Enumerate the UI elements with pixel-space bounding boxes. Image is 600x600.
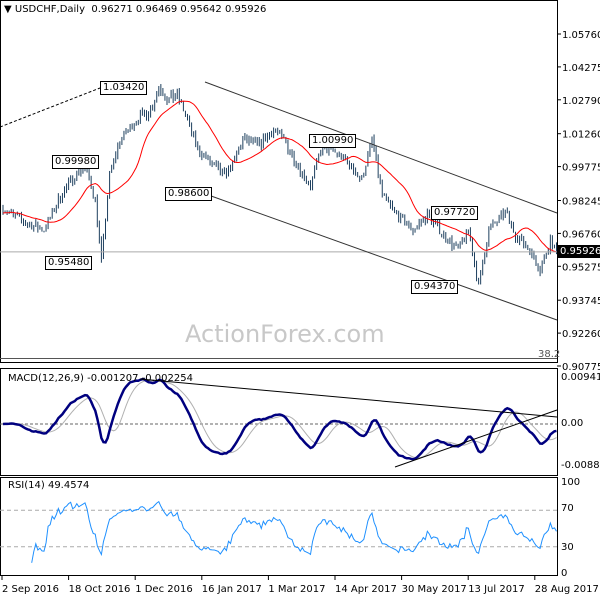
price-tick-label: 1.02790	[562, 96, 600, 107]
annotation: 0.97720	[431, 206, 479, 220]
date-tick-label: 28 Aug 2017	[535, 584, 599, 595]
price-tick-label: 0.90775	[562, 362, 600, 373]
annotation: 1.00990	[309, 134, 357, 148]
macd-signal-line	[2, 380, 557, 459]
macd-tick: -0.008852	[561, 460, 600, 471]
macd-tick: 0.009411	[561, 372, 600, 383]
rsi-panel	[0, 477, 558, 576]
price-tick-label: 0.92260	[562, 329, 600, 340]
price-tick-label: 1.05760	[562, 30, 600, 41]
rsi-line	[31, 500, 557, 563]
price-tick-label: 0.96760	[562, 229, 600, 240]
macd-label: MACD(12,26,9) -0.001207 -0.002254	[8, 373, 193, 384]
ohlc-values: 0.96271 0.96469 0.95642 0.95926	[91, 4, 267, 15]
rsi-label: RSI(14) 49.4574	[8, 480, 90, 491]
date-tick-label: 2 Sep 2016	[2, 584, 59, 595]
price-tick-label: 0.98245	[562, 196, 600, 207]
macd-tick: 0.00	[561, 418, 584, 429]
date-tick-label: 1 Dec 2016	[135, 584, 193, 595]
date-tick-label: 1 Mar 2017	[268, 584, 325, 595]
channel-lower-line	[199, 191, 558, 321]
rsi-tick: 30	[561, 542, 574, 553]
date-tick-label: 13 Jul 2017	[468, 584, 525, 595]
annotation: 0.98600	[165, 187, 213, 201]
macd-line	[2, 377, 557, 461]
triangle-down-icon[interactable]: ▼	[4, 4, 12, 15]
macd-panel	[0, 368, 558, 476]
current-price-tag: 0.95926	[558, 245, 600, 258]
annotation-low: 0.94370	[411, 280, 459, 294]
date-tick-label: 14 Apr 2017	[335, 584, 397, 595]
rsi-tick: 100	[561, 477, 581, 488]
rsi-tick: 0	[561, 568, 568, 579]
watermark: ActionForex.com	[185, 320, 385, 348]
fib-label: 38.2	[538, 349, 561, 360]
price-panel	[0, 0, 558, 363]
dashed-trendline	[0, 87, 101, 128]
price-tick-label: 1.01260	[562, 130, 600, 141]
moving-average-line	[2, 100, 557, 253]
price-tick-label: 1.04275	[562, 63, 600, 74]
annotation-high: 1.03420	[100, 81, 148, 95]
annotation: 0.99980	[52, 155, 100, 169]
rsi-tick: 70	[561, 503, 574, 514]
channel-upper-line	[204, 81, 558, 214]
price-tick-label: 0.95275	[562, 262, 600, 273]
date-tick-label: 30 May 2017	[402, 584, 467, 595]
macd-trendline-lower	[394, 409, 558, 468]
date-tick-label: 16 Jan 2017	[202, 584, 262, 595]
price-tick-label: 0.99775	[562, 163, 600, 174]
annotation: 0.95480	[45, 256, 93, 270]
price-tick-label: 0.93745	[562, 296, 600, 307]
date-tick-label: 18 Oct 2016	[69, 584, 131, 595]
symbol-header: ▼ USDCHF,Daily 0.96271 0.96469 0.95642 0…	[4, 4, 266, 15]
macd-trendline-upper	[139, 378, 558, 418]
symbol-label: USDCHF,Daily	[14, 4, 85, 15]
